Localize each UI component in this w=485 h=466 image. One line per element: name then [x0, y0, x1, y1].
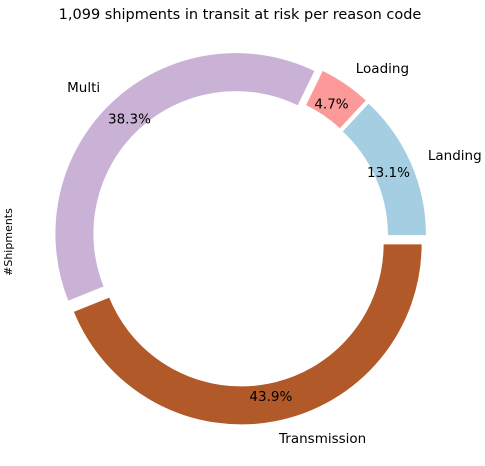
- labels-layer: Landing 13.1% Loading 4.7% Multi 38.3% Transmi…: [67, 61, 482, 447]
- slice-loading: [304, 69, 368, 130]
- chart-title: 1,099 shipments in transit at risk per r…: [59, 7, 422, 23]
- slice-label-landing: Landing: [428, 148, 482, 164]
- slice-label-transmission: Transmission: [278, 431, 366, 447]
- slice-landing: [341, 102, 427, 237]
- slice-label-multi: Multi: [67, 80, 100, 96]
- slice-label-loading: Loading: [356, 61, 409, 77]
- y-axis-label: #Shipments: [2, 208, 15, 276]
- slice-multi: [54, 52, 316, 302]
- pct-label-loading: 4.7%: [314, 96, 348, 112]
- pct-label-landing: 13.1%: [367, 165, 410, 181]
- slice-transmission: [72, 243, 423, 426]
- pct-label-transmission: 43.9%: [249, 389, 292, 405]
- slices-layer: [54, 52, 427, 426]
- pct-label-multi: 38.3%: [108, 112, 151, 128]
